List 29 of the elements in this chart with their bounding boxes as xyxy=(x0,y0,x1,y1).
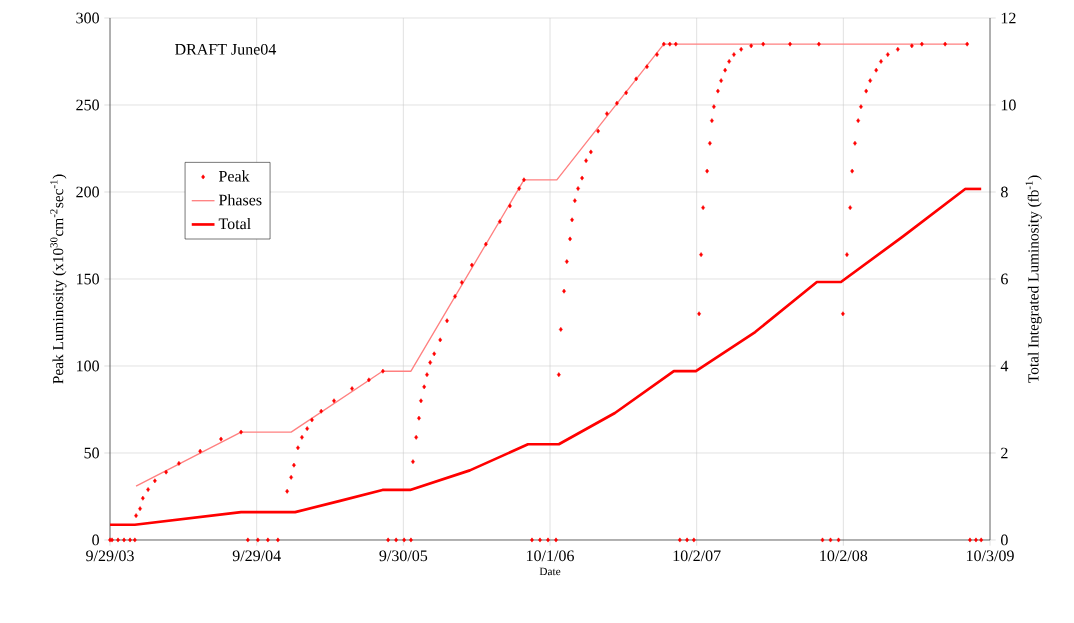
y-tick-label: 200 xyxy=(76,186,99,198)
y-tick-label: 0 xyxy=(92,534,99,546)
y-tick-label: 100 xyxy=(77,360,99,372)
x-tick-label: 9/29/03 xyxy=(86,550,134,562)
x-tick-label: 10/3/09 xyxy=(966,550,1014,562)
y2-tick-label: 0 xyxy=(1001,534,1008,546)
y-tick-label: 50 xyxy=(84,447,99,459)
legend-label: Total xyxy=(218,217,251,230)
line-series xyxy=(110,187,983,527)
x-tick-label: 10/1/06 xyxy=(526,550,574,562)
y2-tick-label: 8 xyxy=(1001,186,1008,198)
y2-tick-label: 10 xyxy=(1001,99,1016,111)
y-axis-title: Peak Luminosity (x10$^{30}$cm$^{-2}$sec$^{-1}$) xyxy=(50,174,67,384)
y-tick-label: 250 xyxy=(76,99,99,111)
y2-tick-label: 4 xyxy=(1000,360,1009,372)
x-axis-title: Date xyxy=(539,567,561,576)
y-tick-label: 150 xyxy=(77,273,99,285)
legend-label: Phases xyxy=(218,194,262,206)
x-tick-label: 10/2/07 xyxy=(673,550,721,562)
y2-axis-title: Total Integrated Luminosity (fb$^{-1}$) xyxy=(1025,175,1042,383)
y2-tick-label: 12 xyxy=(1001,12,1016,24)
x-tick-label: 10/2/08 xyxy=(820,550,868,562)
x-tick-label: 9/29/04 xyxy=(232,550,281,562)
legend-label: Peak xyxy=(218,170,250,182)
annotation: DRAFT June04 xyxy=(175,43,277,55)
y2-tick-label: 2 xyxy=(1001,447,1008,459)
y-tick-label: 300 xyxy=(76,12,99,24)
y2-tick-label: 6 xyxy=(1001,273,1008,285)
x-tick-label: 9/30/05 xyxy=(379,550,428,562)
